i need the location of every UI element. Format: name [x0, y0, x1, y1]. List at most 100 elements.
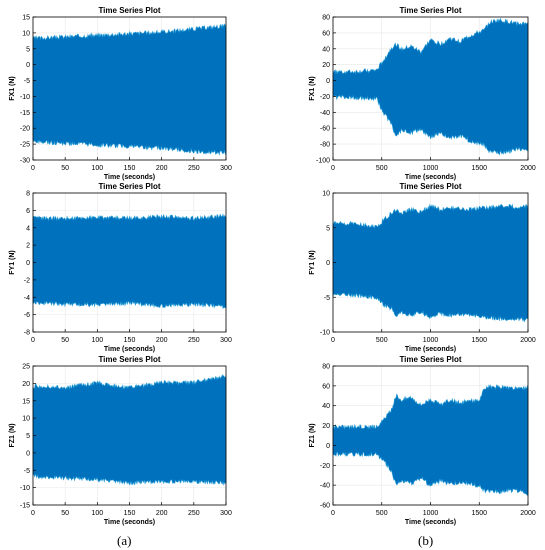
- series-signal-band: [32, 23, 227, 156]
- y-tick-label: 10: [22, 30, 30, 37]
- x-tick-label: 0: [31, 337, 35, 344]
- y-axis-label: FX1 (N): [9, 76, 16, 101]
- x-tick-label: 250: [188, 165, 200, 172]
- x-tick-label: 1000: [423, 337, 439, 344]
- x-tick-label: 150: [124, 165, 136, 172]
- y-tick-label: -15: [20, 110, 30, 117]
- y-tick-label: 0: [326, 443, 330, 450]
- y-tick-label: 40: [322, 403, 330, 410]
- y-tick-label: -40: [320, 483, 330, 490]
- x-axis-label: Time (seconds): [405, 346, 456, 353]
- x-tick-label: 0: [331, 165, 335, 172]
- y-tick-label: -6: [24, 312, 30, 319]
- y-tick-label: -10: [20, 485, 30, 492]
- x-tick-label: 500: [376, 165, 388, 172]
- y-tick-label: 0: [26, 62, 30, 69]
- y-tick-label: 8: [26, 191, 30, 198]
- y-axis-label: FZ1 (N): [309, 423, 316, 447]
- chart-fy1-a: 0 50 100 150 200 250 300 -8 -6 -4 -2 0 2 4 6 8 Time Seri…: [9, 182, 232, 353]
- chart-fy1-b: 0 500 1000 1500 2000 -10 -5 0 5 10 Time Series Plo…: [309, 182, 536, 353]
- y-axis-label: FY1 (N): [309, 250, 316, 275]
- y-tick-label: -5: [24, 78, 30, 85]
- caption-a: (a): [117, 533, 132, 548]
- y-tick-label: -10: [20, 94, 30, 101]
- y-tick-label: 60: [322, 30, 330, 37]
- x-tick-label: 0: [31, 165, 35, 172]
- y-axis-label: FX1 (N): [309, 76, 316, 101]
- y-tick-label: -4: [24, 295, 30, 302]
- chart-title: Time Series Plot: [98, 182, 160, 191]
- chart-title: Time Series Plot: [98, 6, 160, 15]
- chart-fx1-b: 0 500 1000 1500 2000 -100 -80 -60 -40 -20 0 20 40 60 8…: [309, 6, 536, 181]
- y-tick-label: 0: [326, 260, 330, 267]
- chart-fz1-a: 0 50 100 150 200 250 300 -15 -10 -5 0 5 10 15 20 25 Time…: [9, 355, 232, 526]
- x-tick-label: 250: [188, 510, 200, 517]
- y-tick-label: -10: [320, 330, 330, 337]
- x-tick-label: 0: [331, 510, 335, 517]
- x-axis-label: Time (seconds): [104, 346, 155, 353]
- y-tick-label: 20: [22, 381, 30, 388]
- y-tick-label: 4: [26, 225, 30, 232]
- y-tick-label: -60: [320, 126, 330, 133]
- y-tick-label: 60: [322, 383, 330, 390]
- chart-title: Time Series Plot: [98, 355, 160, 364]
- chart-fz1-b: 0 500 1000 1500 2000 -60 -40 -20 0 20 40 60 80 Time S…: [309, 355, 536, 526]
- y-tick-label: 10: [22, 416, 30, 423]
- y-tick-label: -5: [24, 468, 30, 475]
- x-tick-label: 100: [91, 165, 103, 172]
- x-axis-label: Time (seconds): [405, 174, 456, 181]
- chart-title: Time Series Plot: [399, 182, 461, 191]
- y-tick-label: 80: [322, 364, 330, 371]
- x-tick-label: 150: [124, 510, 136, 517]
- x-tick-label: 100: [91, 337, 103, 344]
- y-tick-label: 20: [322, 423, 330, 430]
- y-tick-label: -20: [20, 126, 30, 133]
- y-tick-label: 0: [326, 78, 330, 85]
- x-tick-label: 2000: [520, 165, 536, 172]
- x-tick-label: 500: [376, 510, 388, 517]
- series-signal-band: [32, 213, 227, 310]
- x-tick-label: 2000: [520, 337, 536, 344]
- y-tick-label: -20: [320, 463, 330, 470]
- x-axis-label: Time (seconds): [405, 519, 456, 526]
- chart-title: Time Series Plot: [399, 6, 461, 15]
- y-tick-label: 10: [322, 191, 330, 198]
- chart-fx1-a: 0 50 100 150 200 250 300 -30 -25 -20 -15 -10 -5 0 5 10 1…: [9, 6, 232, 181]
- x-tick-label: 250: [188, 337, 200, 344]
- x-tick-label: 1000: [423, 510, 439, 517]
- y-tick-label: -60: [320, 503, 330, 510]
- y-tick-label: -100: [316, 158, 330, 165]
- y-tick-label: 6: [26, 208, 30, 215]
- y-tick-label: -5: [324, 295, 330, 302]
- y-axis-label: FY1 (N): [9, 250, 16, 275]
- y-tick-label: 25: [22, 364, 30, 371]
- x-tick-label: 1500: [471, 165, 487, 172]
- x-tick-label: 50: [61, 165, 69, 172]
- x-tick-label: 300: [220, 165, 232, 172]
- x-tick-label: 2000: [520, 510, 536, 517]
- y-tick-label: -25: [20, 142, 30, 149]
- x-tick-label: 300: [220, 510, 232, 517]
- y-tick-label: 5: [26, 433, 30, 440]
- x-tick-label: 500: [376, 337, 388, 344]
- y-tick-label: -8: [24, 330, 30, 337]
- x-tick-label: 300: [220, 337, 232, 344]
- y-tick-label: -15: [20, 503, 30, 510]
- x-axis-label: Time (seconds): [104, 174, 155, 181]
- x-tick-label: 1000: [423, 165, 439, 172]
- x-tick-label: 200: [156, 510, 168, 517]
- y-tick-label: 5: [26, 46, 30, 53]
- caption-b: (b): [418, 533, 434, 548]
- y-tick-label: -80: [320, 142, 330, 149]
- y-tick-label: 0: [26, 450, 30, 457]
- y-tick-label: 2: [26, 243, 30, 250]
- x-tick-label: 200: [156, 165, 168, 172]
- x-tick-label: 150: [124, 337, 136, 344]
- chart-title: Time Series Plot: [399, 355, 461, 364]
- x-tick-label: 0: [31, 510, 35, 517]
- x-tick-label: 50: [61, 337, 69, 344]
- x-tick-label: 0: [331, 337, 335, 344]
- y-tick-label: 0: [26, 260, 30, 267]
- y-tick-label: 40: [322, 46, 330, 53]
